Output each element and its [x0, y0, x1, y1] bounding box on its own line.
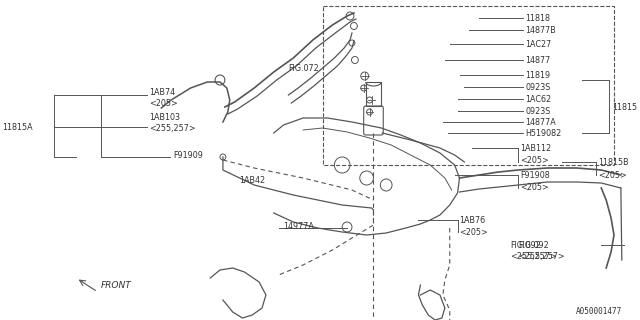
Text: <205>: <205> [520, 156, 549, 164]
Text: 11819: 11819 [525, 70, 550, 79]
Bar [365, 82, 381, 106]
Bar [323, 6, 614, 165]
Text: <205>: <205> [598, 171, 627, 180]
Text: A050001477: A050001477 [575, 307, 622, 316]
Text: F91909: F91909 [173, 150, 203, 159]
Text: 11815B: 11815B [598, 157, 629, 166]
Text: <205>: <205> [460, 228, 488, 236]
Text: 1AB112: 1AB112 [520, 143, 551, 153]
Text: 14877A: 14877A [525, 117, 556, 126]
Text: H519082: H519082 [525, 129, 561, 138]
Text: FRONT: FRONT [100, 281, 131, 290]
Text: 14977A: 14977A [284, 221, 314, 230]
Text: FIG.092: FIG.092 [510, 241, 541, 250]
Text: 1AB76: 1AB76 [460, 215, 486, 225]
Text: 1AC27: 1AC27 [525, 39, 551, 49]
Text: 0923S: 0923S [525, 83, 550, 92]
Text: FIG.072: FIG.072 [289, 63, 319, 73]
Text: 1AB42: 1AB42 [239, 175, 266, 185]
Text: <255,257>: <255,257> [150, 124, 196, 132]
Text: 11815: 11815 [612, 102, 637, 111]
Text: FIG.092: FIG.092 [518, 241, 549, 250]
Text: 11815A: 11815A [2, 123, 33, 132]
Text: <205>: <205> [150, 99, 179, 108]
Text: 0923S: 0923S [525, 107, 550, 116]
Text: 1AC62: 1AC62 [525, 94, 551, 103]
Text: <255,257>: <255,257> [510, 252, 557, 261]
Text: 11818: 11818 [525, 13, 550, 22]
Text: 1AB74: 1AB74 [150, 87, 176, 97]
Text: <205>: <205> [520, 182, 549, 191]
Text: F91908: F91908 [520, 171, 550, 180]
Text: 14877B: 14877B [525, 26, 556, 35]
Text: 1AB103: 1AB103 [150, 113, 180, 122]
Text: <255,257>: <255,257> [518, 252, 565, 261]
Text: 14877: 14877 [525, 55, 550, 65]
